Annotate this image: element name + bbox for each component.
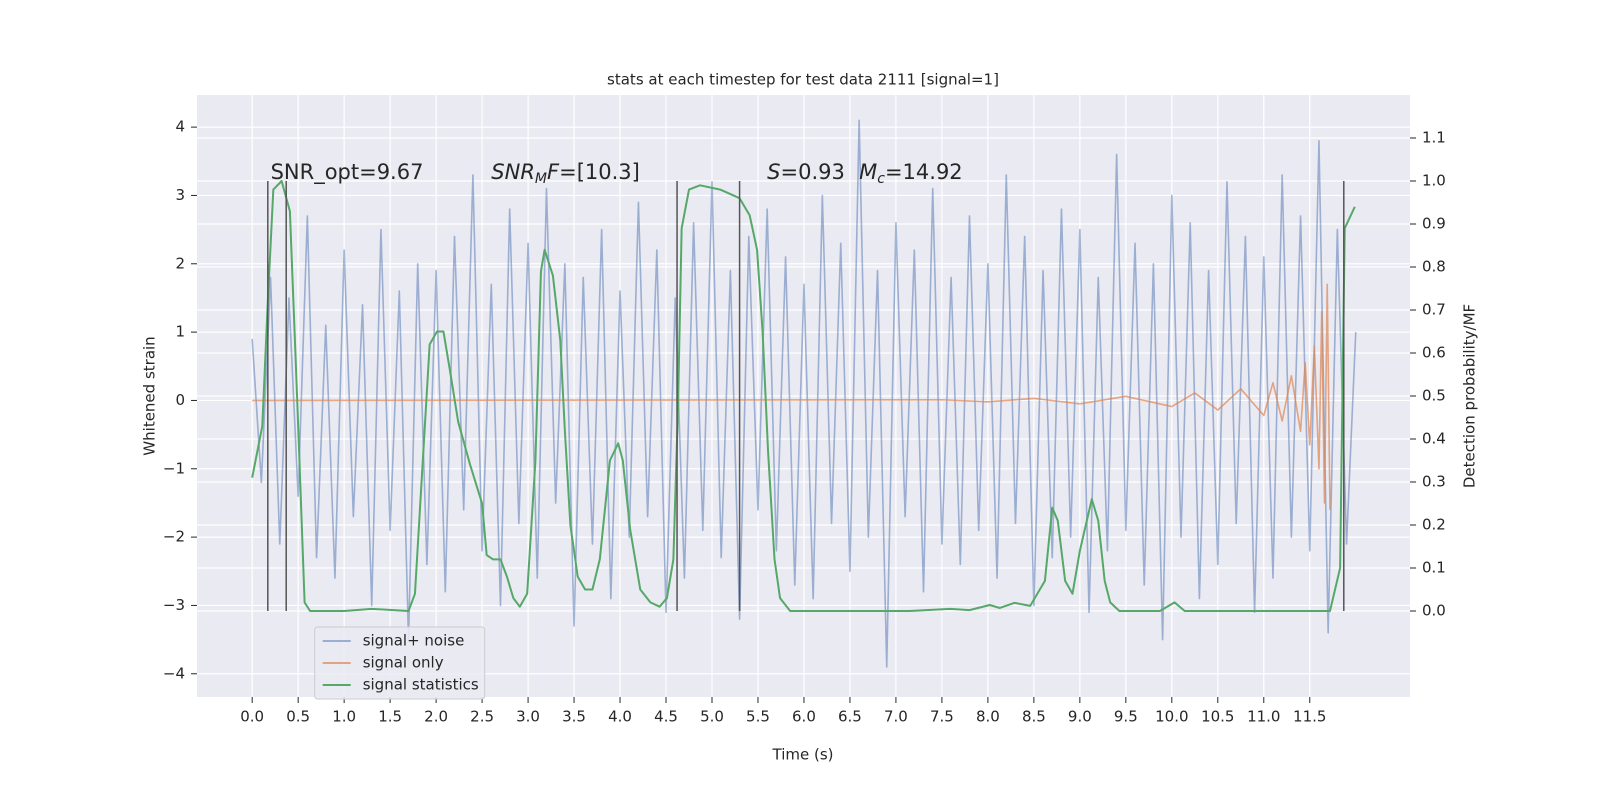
annotation-part: =[10.3] — [559, 160, 640, 184]
annotation-part: S — [767, 160, 780, 184]
x-tick-label: 0.5 — [286, 708, 310, 726]
x-tick-label: 2.0 — [424, 708, 448, 726]
y-tick-label: −1 — [163, 459, 185, 477]
legend-box — [314, 626, 486, 700]
x-tick-label: 5.0 — [700, 708, 724, 726]
y2-tick-label: 0.1 — [1422, 559, 1446, 577]
series-line — [251, 180, 1356, 612]
x-tick-label: 2.5 — [470, 708, 494, 726]
annotation: S=0.93 — [767, 160, 845, 184]
legend-label: signal+ noise — [363, 632, 465, 650]
annotation-part: M — [535, 171, 547, 187]
annotation-part: =14.92 — [885, 160, 963, 184]
x-tick-label: 7.0 — [884, 708, 908, 726]
x-tick-label: 1.5 — [378, 708, 402, 726]
y2-tick-label: 1.0 — [1422, 172, 1446, 190]
annotation-part: SNR_opt=9.67 — [271, 160, 424, 185]
series-line — [251, 119, 1357, 668]
legend-label: signal statistics — [363, 676, 479, 694]
y2-tick-label: 0.9 — [1422, 215, 1446, 233]
y2-tick-label: 1.1 — [1422, 129, 1446, 147]
x-tick-label: 6.0 — [792, 708, 816, 726]
x-tick-label: 10.5 — [1201, 708, 1234, 726]
y-tick-label: 1 — [175, 323, 185, 341]
annotation-part: M — [859, 160, 877, 184]
series-line — [252, 283, 1331, 510]
y-axis-label: Whitened strain — [141, 336, 159, 455]
x-tick-label: 3.0 — [516, 708, 540, 726]
annotation-part: c — [877, 171, 885, 187]
annotation-part: SNR — [491, 160, 535, 184]
x-tick-label: 6.5 — [838, 708, 862, 726]
chart-title: stats at each timestep for test data 211… — [607, 71, 999, 89]
annotation: SNR_opt=9.67 — [271, 160, 424, 185]
x-tick-label: 11.0 — [1247, 708, 1280, 726]
annotation-part: F — [547, 160, 560, 184]
y-tick-label: 3 — [175, 186, 185, 204]
legend-label: signal only — [363, 654, 444, 672]
y-tick-label: −3 — [163, 596, 185, 614]
x-tick-label: 9.5 — [1114, 708, 1138, 726]
x-tick-label: 8.0 — [976, 708, 1000, 726]
y2-tick-label: 0.6 — [1422, 344, 1446, 362]
y2-tick-label: 0.8 — [1422, 258, 1446, 276]
annotation: Mc=14.92 — [859, 160, 963, 187]
annotation-part: =0.93 — [781, 160, 845, 184]
y2-tick-label: 0.3 — [1422, 473, 1446, 491]
y-tick-label: −2 — [163, 528, 185, 546]
x-tick-label: 11.5 — [1293, 708, 1326, 726]
y-tick-label: 0 — [175, 391, 185, 409]
x-tick-label: 7.5 — [930, 708, 954, 726]
x-axis-label: Time (s) — [772, 746, 834, 764]
x-tick-label: 0.0 — [240, 708, 264, 726]
x-tick-label: 1.0 — [332, 708, 356, 726]
x-tick-label: 8.5 — [1022, 708, 1046, 726]
x-tick-label: 9.0 — [1068, 708, 1092, 726]
y2-tick-label: 0.5 — [1422, 387, 1446, 405]
y2-tick-label: 0.4 — [1422, 430, 1446, 448]
x-tick-label: 3.5 — [562, 708, 586, 726]
y-tick-label: 2 — [175, 254, 185, 272]
x-tick-label: 5.5 — [746, 708, 770, 726]
x-tick-label: 10.0 — [1155, 708, 1188, 726]
y2-tick-label: 0.2 — [1422, 516, 1446, 534]
y-tick-label: 4 — [175, 118, 185, 136]
annotation: SNRMF=[10.3] — [491, 160, 640, 187]
y2-tick-label: 0.7 — [1422, 301, 1446, 319]
y2-axis-label: Detection probability/MF — [1461, 304, 1479, 488]
x-tick-label: 4.5 — [654, 708, 678, 726]
y-tick-label: −4 — [163, 664, 185, 682]
y2-tick-label: 0.0 — [1422, 602, 1446, 620]
x-tick-label: 4.0 — [608, 708, 632, 726]
